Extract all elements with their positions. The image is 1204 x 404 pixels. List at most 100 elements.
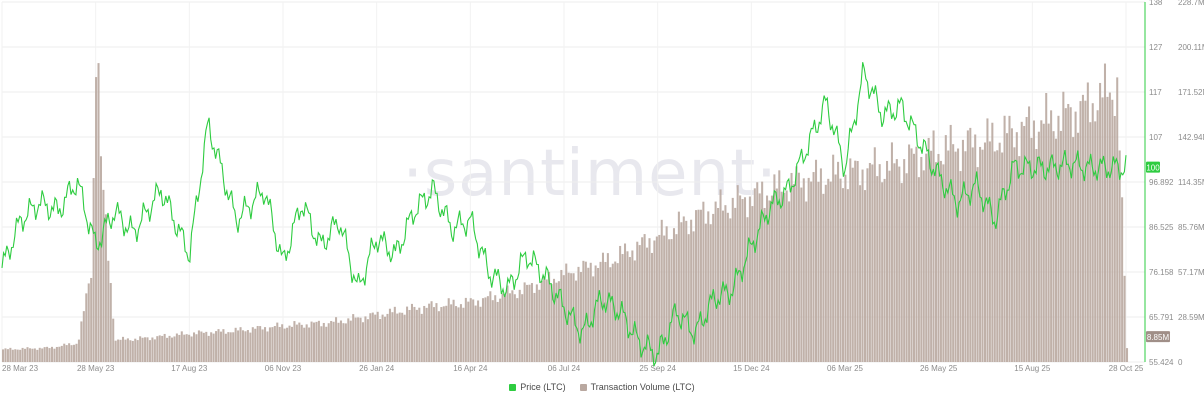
volume-bar <box>824 184 827 362</box>
volume-bar <box>841 188 844 362</box>
volume-bar <box>599 261 602 362</box>
volume-bar <box>38 347 41 362</box>
volume-bar <box>996 150 999 362</box>
volume-bar <box>614 261 617 362</box>
volume-bar <box>1091 103 1094 362</box>
volume-bar <box>834 174 837 362</box>
volume-bar <box>1040 120 1043 362</box>
volume-bar <box>349 320 352 362</box>
volume-bar <box>1054 138 1058 362</box>
x-tick-label: 06 Mar 25 <box>827 364 864 373</box>
volume-bar <box>597 267 600 362</box>
volume-bar <box>562 275 565 362</box>
volume-bar <box>905 173 908 362</box>
volume-bar <box>579 272 582 362</box>
volume-bar <box>354 317 357 362</box>
volume-bar <box>1126 348 1129 362</box>
volume-bar <box>317 320 320 362</box>
volume-bar <box>1035 149 1038 362</box>
volume-bar <box>846 189 849 362</box>
volume-bar <box>1079 101 1082 363</box>
volume-bar <box>719 189 722 362</box>
volume-bar <box>922 170 925 362</box>
volume-bar <box>665 226 668 362</box>
volume-bar <box>261 329 264 362</box>
volume-bar <box>854 160 857 362</box>
volume-bar <box>881 182 884 362</box>
volume-bar <box>1042 123 1045 362</box>
volume-bar <box>90 277 93 362</box>
watermark: ·santiment· <box>402 137 777 211</box>
volume-bar <box>983 142 987 362</box>
volume-bar <box>398 312 401 362</box>
volume-bar <box>658 234 661 362</box>
volume-bar <box>48 348 51 362</box>
volume-bar <box>60 345 63 362</box>
volume-bar <box>582 260 585 362</box>
y-right-tick-label: 171.52M <box>1178 88 1204 97</box>
volume-bar <box>721 210 724 362</box>
volume-bar <box>462 307 465 362</box>
volume-bar <box>330 320 333 362</box>
volume-bar <box>619 245 622 362</box>
volume-bar <box>641 237 644 362</box>
volume-bar <box>254 328 257 362</box>
volume-bar <box>388 308 391 362</box>
volume-bar <box>87 283 90 362</box>
volume-bar <box>1067 103 1070 362</box>
volume-bar <box>126 338 129 362</box>
volume-bar <box>1047 123 1050 363</box>
volume-bar <box>866 168 869 362</box>
volume-bar <box>920 156 923 362</box>
volume-bar <box>185 334 188 362</box>
volume-bar <box>327 323 330 362</box>
volume-bar <box>1003 115 1006 362</box>
volume-bar <box>748 196 751 362</box>
volume-bar <box>927 137 930 362</box>
volume-bar <box>837 161 840 362</box>
y-right-tick-label: 85.76M <box>1178 223 1204 232</box>
volume-bar <box>878 164 881 362</box>
volume-bar <box>743 197 747 362</box>
volume-bar <box>506 285 509 362</box>
volume-bar <box>795 166 798 362</box>
volume-bar <box>303 327 306 362</box>
volume-bar <box>501 293 504 362</box>
volume-bar <box>545 279 548 362</box>
volume-bar <box>374 314 377 362</box>
volume-bar <box>144 337 147 362</box>
volume-bar <box>829 181 832 362</box>
volume-bar <box>1089 122 1092 363</box>
volume-bar <box>1074 111 1077 362</box>
volume-bar <box>648 238 651 362</box>
volume-bar <box>129 340 132 362</box>
volume-bar <box>888 170 891 362</box>
volume-bar <box>75 343 78 362</box>
volume-bar <box>886 160 889 362</box>
volume-bar <box>489 291 492 362</box>
volume-bar <box>276 322 279 362</box>
y-right-tick-label: 200.11M <box>1178 43 1204 52</box>
volume-bar <box>609 267 612 362</box>
volume-bar <box>173 336 176 362</box>
volume-bar <box>4 348 7 362</box>
volume-bar <box>2 349 5 362</box>
volume-bar <box>347 318 350 362</box>
legend-item[interactable]: Price (LTC) <box>509 382 566 392</box>
volume-bar <box>1113 116 1116 362</box>
volume-bar <box>636 241 639 362</box>
volume-bar <box>97 63 100 363</box>
volume-bar <box>36 349 39 362</box>
volume-bar <box>942 164 945 362</box>
volume-bar <box>974 134 977 362</box>
volume-bar <box>1121 197 1124 362</box>
volume-bar <box>50 346 54 362</box>
volume-bar <box>290 326 294 362</box>
legend-item[interactable]: Transaction Volume (LTC) <box>579 382 695 392</box>
volume-bar <box>766 195 769 362</box>
volume-bar <box>964 151 967 362</box>
x-tick-label: 17 Aug 23 <box>171 364 208 373</box>
volume-bar <box>166 337 169 362</box>
volume-bar <box>379 318 382 362</box>
volume-bar <box>785 190 788 362</box>
